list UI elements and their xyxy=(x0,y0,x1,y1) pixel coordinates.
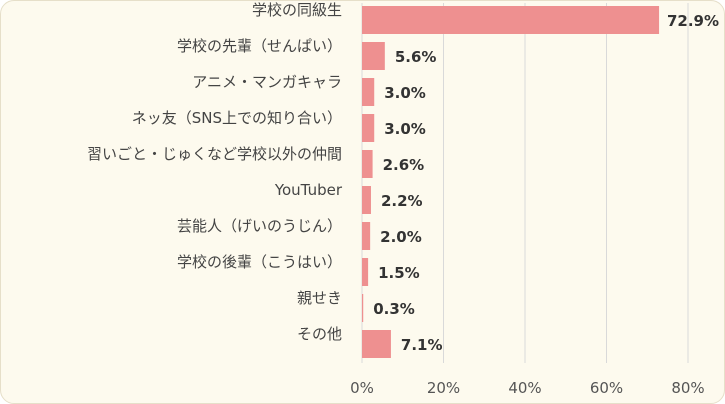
value-label: 5.6% xyxy=(395,48,437,66)
x-tick-label: 60% xyxy=(590,379,623,397)
category-label: アニメ・マンガキャラ xyxy=(192,73,342,91)
value-label: 1.5% xyxy=(378,264,420,282)
bar xyxy=(362,186,371,214)
bar xyxy=(362,258,369,286)
value-label: 2.0% xyxy=(380,228,422,246)
bar xyxy=(362,150,373,178)
x-axis-ticks: 0% 20% 40% 60% 80% xyxy=(350,379,705,397)
category-label: 習いごと・じゅくなど学校以外の仲間 xyxy=(87,145,342,163)
bar xyxy=(362,294,364,322)
category-label: 学校の先輩（せんぱい） xyxy=(177,37,342,55)
value-label: 7.1% xyxy=(401,336,443,354)
bar xyxy=(362,222,371,250)
bar xyxy=(362,330,391,358)
category-label: 学校の同級生 xyxy=(252,1,342,19)
value-label: 0.3% xyxy=(373,300,415,318)
value-label: 2.2% xyxy=(381,192,423,210)
value-labels: 72.9% 5.6% 3.0% 3.0% 2.6% 2.2% 2.0% 1.5% 0.3% 7.1… xyxy=(373,12,719,354)
x-tick-label: 0% xyxy=(350,379,374,397)
category-label: YouTuber xyxy=(274,181,343,199)
category-label: 芸能人（げいのうじん） xyxy=(177,217,342,235)
category-label: ネッ友（SNS上での知り合い） xyxy=(132,109,342,127)
category-label: その他 xyxy=(297,325,342,343)
bar xyxy=(362,114,375,142)
bars xyxy=(362,6,660,358)
bar xyxy=(362,42,385,70)
category-label: 学校の後輩（こうはい） xyxy=(177,253,342,271)
x-tick-label: 40% xyxy=(508,379,541,397)
x-tick-label: 80% xyxy=(671,379,704,397)
value-label: 3.0% xyxy=(384,84,426,102)
bar xyxy=(362,6,660,34)
category-label: 親せき xyxy=(297,289,342,307)
value-label: 72.9% xyxy=(667,12,719,30)
value-label: 2.6% xyxy=(383,156,425,174)
x-tick-label: 20% xyxy=(427,379,460,397)
value-label: 3.0% xyxy=(384,120,426,138)
bar xyxy=(362,78,375,106)
